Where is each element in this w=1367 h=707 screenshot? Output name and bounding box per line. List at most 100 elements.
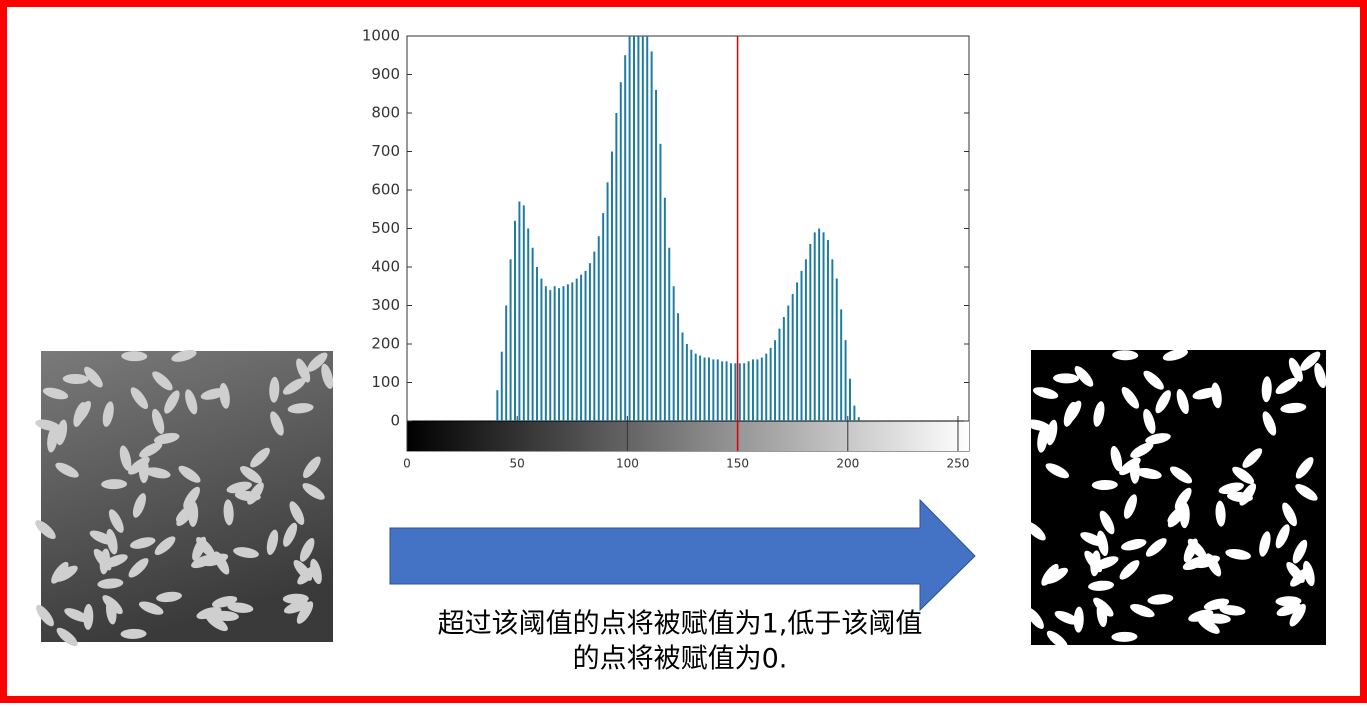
bar bbox=[725, 361, 728, 421]
grain bbox=[1275, 596, 1302, 607]
grain bbox=[185, 389, 198, 415]
bar bbox=[637, 36, 640, 421]
grain bbox=[270, 411, 284, 436]
grain bbox=[97, 578, 124, 589]
bar bbox=[782, 317, 785, 421]
grain bbox=[234, 490, 261, 502]
bar bbox=[734, 363, 737, 421]
bar bbox=[655, 89, 658, 421]
bar bbox=[721, 361, 724, 421]
grain bbox=[296, 601, 314, 624]
bar bbox=[509, 259, 512, 421]
grain bbox=[1187, 538, 1207, 560]
grain bbox=[196, 607, 222, 620]
grain bbox=[1203, 598, 1230, 611]
grain bbox=[196, 537, 216, 558]
bar bbox=[628, 36, 631, 421]
grain bbox=[211, 595, 238, 608]
plot-frame bbox=[406, 35, 970, 452]
grain bbox=[302, 456, 321, 479]
grain bbox=[1145, 538, 1167, 557]
grain bbox=[101, 479, 128, 490]
bar bbox=[575, 278, 578, 421]
grain bbox=[154, 536, 176, 555]
grain bbox=[1045, 463, 1070, 479]
grain bbox=[1088, 580, 1115, 591]
bar bbox=[580, 274, 583, 421]
y-tick-label: 0 bbox=[390, 412, 400, 430]
bar bbox=[602, 213, 605, 421]
grain bbox=[1300, 351, 1321, 371]
bar bbox=[672, 286, 675, 421]
grain bbox=[203, 553, 229, 567]
grain bbox=[1045, 567, 1068, 584]
grain bbox=[302, 483, 325, 500]
bar bbox=[650, 51, 653, 421]
grain bbox=[200, 388, 227, 400]
bars bbox=[496, 36, 860, 421]
x-tick-label: 100 bbox=[616, 457, 639, 471]
bar bbox=[593, 251, 596, 421]
bar bbox=[668, 247, 671, 421]
grain bbox=[1155, 390, 1171, 414]
grain bbox=[156, 591, 182, 603]
bar bbox=[606, 182, 609, 421]
grain bbox=[73, 402, 86, 427]
bar bbox=[840, 309, 843, 421]
grain bbox=[226, 481, 252, 494]
grain bbox=[266, 529, 279, 556]
bar bbox=[527, 228, 530, 421]
grain bbox=[153, 432, 180, 444]
bar bbox=[738, 363, 741, 421]
grain bbox=[164, 390, 180, 414]
grain bbox=[1130, 604, 1155, 618]
grain bbox=[130, 537, 156, 549]
bar bbox=[765, 353, 768, 421]
grain bbox=[1032, 387, 1059, 399]
bar bbox=[659, 143, 662, 421]
bar bbox=[514, 220, 516, 421]
grain bbox=[1121, 386, 1140, 409]
bar bbox=[496, 390, 499, 421]
bar bbox=[822, 232, 825, 421]
bar bbox=[685, 344, 688, 421]
bar bbox=[752, 359, 755, 421]
bar bbox=[633, 36, 635, 421]
grain bbox=[227, 602, 254, 613]
grain bbox=[1259, 531, 1271, 557]
grain bbox=[1289, 603, 1306, 627]
grain bbox=[93, 548, 112, 571]
bar bbox=[778, 328, 781, 421]
y-tick-label: 500 bbox=[371, 219, 400, 237]
bar bbox=[747, 361, 750, 421]
grain bbox=[1226, 491, 1253, 503]
bar bbox=[690, 349, 693, 421]
bar bbox=[769, 347, 772, 421]
grain bbox=[1280, 402, 1307, 414]
bar bbox=[531, 247, 534, 421]
y-tick-label: 100 bbox=[371, 373, 400, 391]
grain bbox=[1197, 616, 1220, 634]
binary-grains bbox=[1025, 348, 1327, 650]
grain bbox=[1242, 448, 1263, 468]
grain bbox=[121, 351, 148, 362]
grain bbox=[1074, 366, 1094, 387]
grain bbox=[1099, 510, 1115, 535]
y-tick-label: 400 bbox=[371, 258, 400, 276]
grain bbox=[1174, 487, 1192, 511]
grain bbox=[205, 614, 228, 632]
bar bbox=[544, 286, 547, 421]
grain bbox=[47, 426, 58, 453]
grain bbox=[1026, 607, 1044, 629]
grain bbox=[1025, 521, 1046, 541]
grain bbox=[299, 537, 315, 562]
grain bbox=[102, 401, 114, 427]
grain bbox=[1188, 609, 1214, 622]
caption: 的点将被赋值为0. bbox=[573, 644, 788, 675]
bar bbox=[566, 284, 569, 421]
grain bbox=[1262, 411, 1277, 436]
grain bbox=[120, 628, 147, 639]
grain bbox=[1136, 468, 1162, 480]
bar bbox=[610, 151, 613, 421]
